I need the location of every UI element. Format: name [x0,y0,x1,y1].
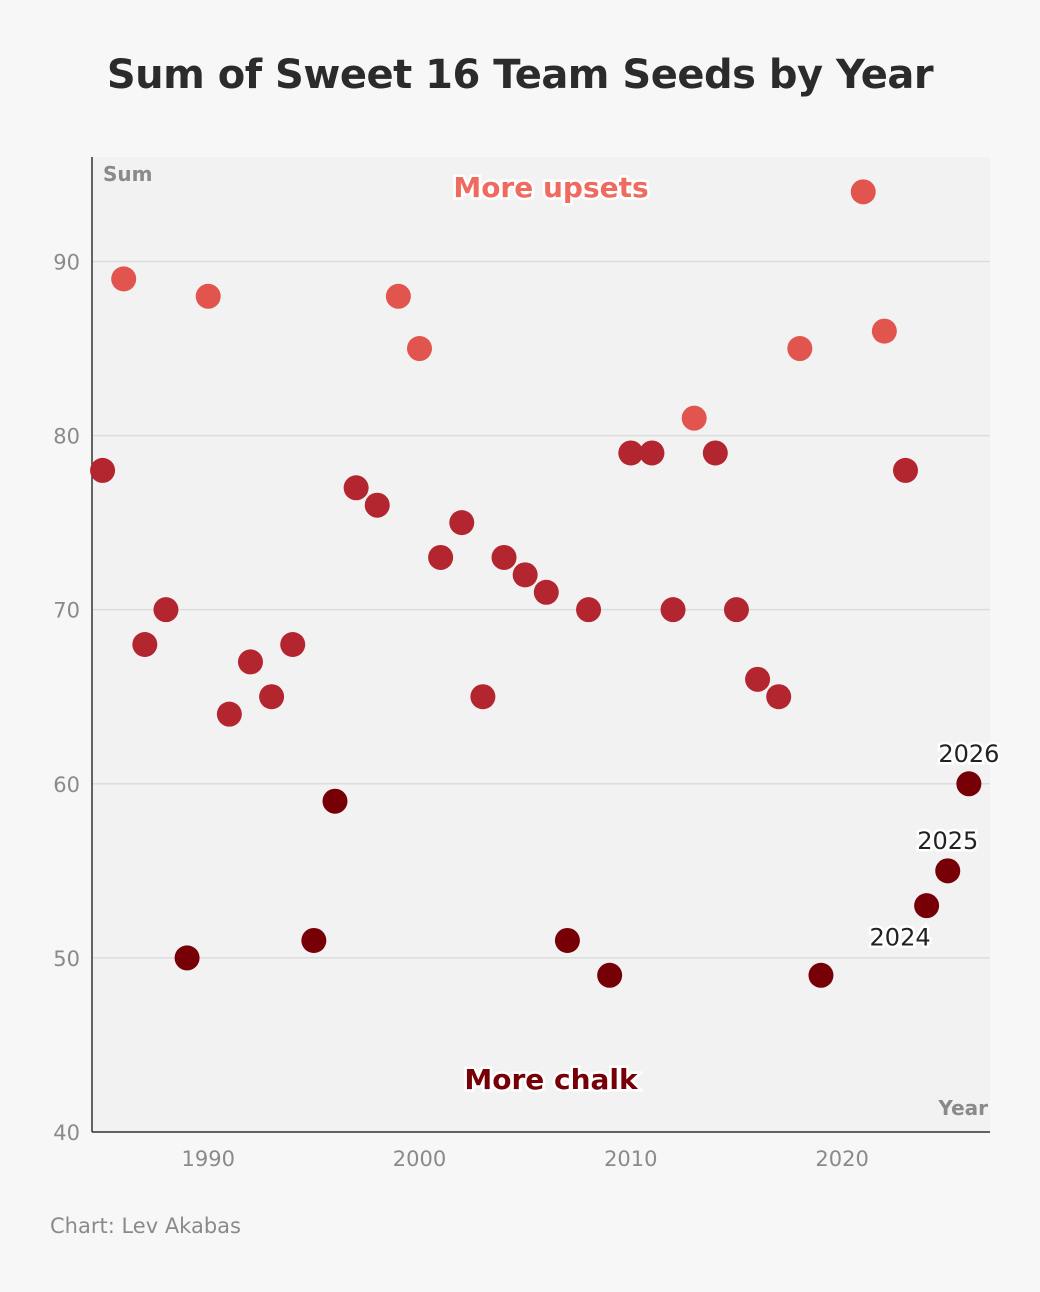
point-label-2024: 2024 [870,924,931,952]
point-1995 [301,927,327,953]
point-2023 [892,457,918,483]
point-1989 [174,945,200,971]
point-2025 [935,858,961,884]
point-1993 [259,684,285,710]
y-axis-title: Sum [103,162,152,186]
point-2012 [660,597,686,623]
point-1998 [364,492,390,518]
point-1991 [216,701,242,727]
point-label-2026: 2026 [938,740,999,768]
point-1992 [237,649,263,675]
point-2022 [871,318,897,344]
point-2013 [681,405,707,431]
point-2017 [766,684,792,710]
point-2019 [808,962,834,988]
x-tick-label-1990: 1990 [181,1147,234,1171]
point-label-2025: 2025 [917,827,978,855]
point-1996 [322,788,348,814]
chart-credit: Chart: Lev Akabas [50,1214,241,1238]
point-2007 [554,927,580,953]
point-2008 [576,597,602,623]
x-tick-label-2000: 2000 [393,1147,446,1171]
point-1985 [90,457,116,483]
y-tick-label-40: 40 [53,1121,80,1145]
x-tick-label-2010: 2010 [604,1147,657,1171]
point-2002 [449,510,475,536]
point-1986 [111,266,137,292]
point-2021 [850,179,876,205]
y-tick-label-90: 90 [53,250,80,274]
point-1990 [195,283,221,309]
point-2014 [702,440,728,466]
point-2010 [618,440,644,466]
point-2018 [787,336,813,362]
point-2003 [470,684,496,710]
y-tick-label-80: 80 [53,425,80,449]
more-chalk-label: More chalk [464,1063,639,1096]
point-1994 [280,632,306,657]
point-2004 [491,544,517,570]
point-2024 [914,893,940,919]
upper-band [92,157,990,784]
point-2011 [639,440,665,466]
point-1997 [343,475,369,501]
point-1988 [153,597,179,623]
point-2015 [723,597,749,623]
point-2001 [428,544,454,570]
more-upsets-label: More upsets [453,171,648,204]
chart-title: Sum of Sweet 16 Team Seeds by Year [106,52,934,98]
point-2000 [407,336,433,362]
x-tick-label-2020: 2020 [815,1147,868,1171]
y-tick-label-60: 60 [53,773,80,797]
y-tick-label-50: 50 [53,947,80,971]
point-2005 [512,562,538,588]
point-1987 [132,632,158,657]
point-1999 [385,283,411,309]
point-2026 [956,771,982,797]
point-2006 [533,579,559,605]
y-tick-label-70: 70 [53,599,80,623]
x-axis-title: Year [937,1096,988,1120]
point-2009 [597,962,623,988]
point-2016 [745,666,771,692]
